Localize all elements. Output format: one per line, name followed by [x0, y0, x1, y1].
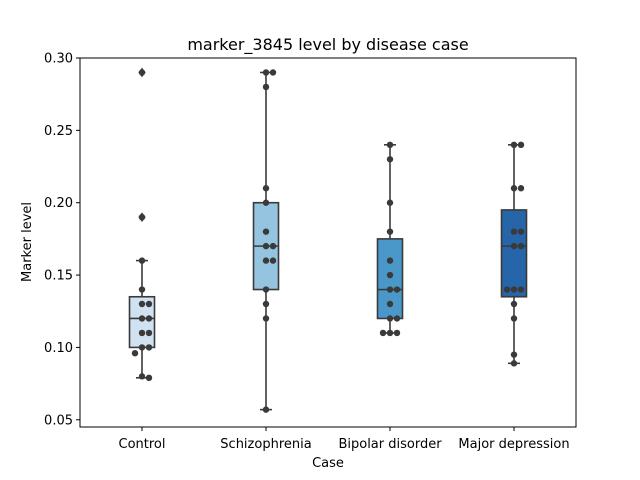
swarm-point	[262, 286, 270, 293]
swarm-point	[262, 300, 270, 308]
swarm-point	[510, 351, 518, 358]
swarm-point	[138, 329, 146, 337]
swarm-point	[510, 300, 518, 308]
swarm-point	[386, 141, 394, 149]
swarm-point	[262, 228, 270, 235]
swarm-point	[393, 315, 401, 322]
swarm-point	[393, 329, 401, 337]
x-tick-label: Major depression	[458, 437, 569, 452]
swarm-point	[517, 286, 525, 293]
swarm-point	[262, 257, 270, 264]
swarm-point	[145, 300, 153, 308]
x-tick-label: Bipolar disorder	[338, 437, 442, 452]
box-group	[500, 144, 528, 365]
y-tick-label: 0.20	[44, 196, 73, 211]
swarm-point	[379, 329, 387, 337]
swarm-point	[138, 69, 146, 76]
swarm-point	[138, 315, 146, 322]
swarm-point	[138, 257, 146, 264]
swarm-point	[510, 242, 518, 250]
plot-area	[79, 57, 577, 428]
y-tick-label: 0.10	[44, 341, 73, 356]
swarm-point	[138, 213, 146, 221]
box-group	[252, 71, 280, 411]
swarm-point	[262, 242, 270, 250]
swarm-point	[262, 83, 270, 91]
swarm-point	[138, 344, 146, 351]
swarm-point	[386, 228, 394, 235]
swarm-point	[517, 242, 525, 250]
y-axis-label: Marker level	[20, 202, 35, 282]
swarm-point	[510, 228, 518, 235]
box-iqr	[500, 209, 528, 298]
swarm-point	[386, 199, 394, 206]
swarm-point	[517, 185, 525, 192]
swarm-point	[386, 257, 394, 264]
swarm-point	[131, 350, 139, 357]
swarm-point	[262, 199, 270, 206]
swarm-point	[262, 185, 270, 192]
swarm-point	[269, 242, 277, 250]
swarm-point	[138, 286, 146, 293]
swarm-point	[145, 329, 153, 337]
swarm-point	[262, 406, 270, 413]
box-series	[128, 67, 528, 411]
x-axis-label: Case	[312, 456, 344, 471]
x-axis: Control Schizophrenia Bipolar disorder Majo…	[119, 427, 570, 452]
swarm-point	[386, 300, 394, 308]
swarm-point	[269, 257, 277, 264]
swarm-point	[138, 300, 146, 308]
swarm-point	[386, 329, 394, 337]
swarm-point	[510, 360, 518, 367]
swarm-point	[262, 315, 270, 322]
chart-title: marker_3845 level by disease case	[187, 35, 468, 55]
x-tick-label: Control	[119, 437, 166, 452]
swarm-point	[145, 315, 153, 322]
swarm-point	[517, 141, 525, 149]
swarm-point	[386, 286, 394, 293]
swarm-point	[503, 286, 511, 293]
y-tick-label: 0.25	[44, 124, 73, 139]
swarm-point	[386, 315, 394, 322]
swarm-point	[517, 228, 525, 235]
x-tick-label: Schizophrenia	[220, 437, 311, 452]
swarm-point	[510, 286, 518, 293]
y-tick-label: 0.05	[44, 413, 73, 428]
y-tick-label: 0.30	[44, 52, 73, 67]
swarm-point	[386, 156, 394, 163]
swarm-point	[510, 315, 518, 322]
swarm-point	[138, 373, 146, 380]
swarm-point	[510, 141, 518, 149]
swarm-point	[393, 286, 401, 293]
swarm-point	[510, 185, 518, 192]
swarm-point	[145, 374, 153, 381]
swarm-points	[131, 69, 525, 413]
swarm-point	[386, 271, 394, 279]
swarm-point	[262, 69, 270, 76]
swarm-point	[269, 69, 277, 76]
swarm-point	[145, 344, 153, 351]
y-axis: 0.05 0.10 0.15 0.20 0.25 0.30	[44, 52, 80, 428]
y-tick-label: 0.15	[44, 269, 73, 284]
